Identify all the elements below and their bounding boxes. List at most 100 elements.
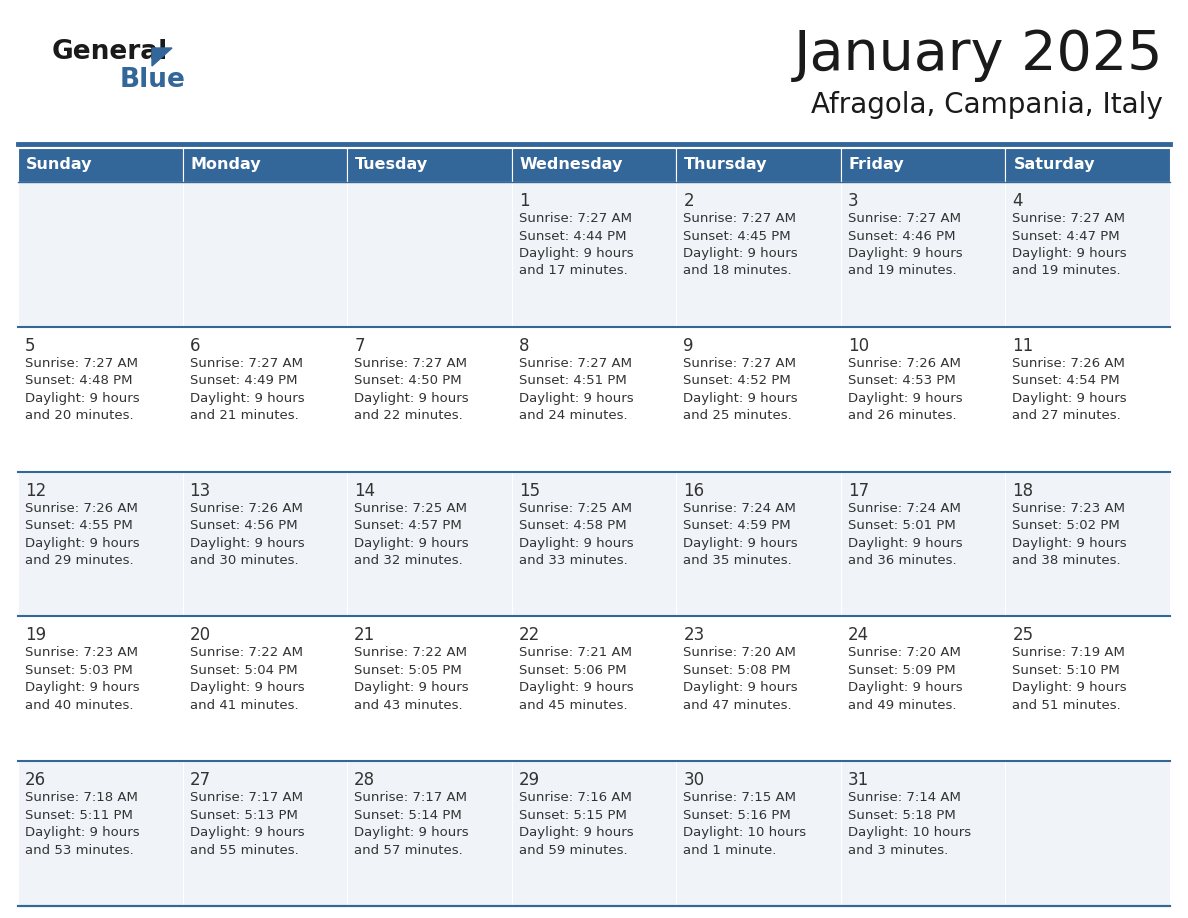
Text: Sunset: 5:14 PM: Sunset: 5:14 PM <box>354 809 462 822</box>
Text: Daylight: 9 hours: Daylight: 9 hours <box>848 392 962 405</box>
Text: Daylight: 9 hours: Daylight: 9 hours <box>1012 681 1127 694</box>
Text: Sunset: 5:11 PM: Sunset: 5:11 PM <box>25 809 133 822</box>
Bar <box>183 472 347 616</box>
Text: Daylight: 9 hours: Daylight: 9 hours <box>354 537 469 550</box>
Text: 5: 5 <box>25 337 36 354</box>
Bar <box>512 327 676 472</box>
Text: Sunset: 5:10 PM: Sunset: 5:10 PM <box>1012 664 1120 677</box>
Text: 17: 17 <box>848 482 868 499</box>
Text: Sunrise: 7:15 AM: Sunrise: 7:15 AM <box>683 791 796 804</box>
Text: Sunrise: 7:20 AM: Sunrise: 7:20 AM <box>683 646 796 659</box>
Bar <box>18 327 183 472</box>
Text: Afragola, Campania, Italy: Afragola, Campania, Italy <box>811 91 1163 119</box>
Text: and 45 minutes.: and 45 minutes. <box>519 699 627 711</box>
Text: Sunset: 4:48 PM: Sunset: 4:48 PM <box>25 375 133 387</box>
Text: Sunrise: 7:18 AM: Sunrise: 7:18 AM <box>25 791 138 804</box>
Bar <box>841 761 1005 906</box>
Text: Sunset: 4:50 PM: Sunset: 4:50 PM <box>354 375 462 387</box>
Text: Sunrise: 7:25 AM: Sunrise: 7:25 AM <box>354 501 467 515</box>
Text: and 17 minutes.: and 17 minutes. <box>519 264 627 277</box>
Text: Daylight: 9 hours: Daylight: 9 hours <box>190 537 304 550</box>
Text: Daylight: 9 hours: Daylight: 9 hours <box>1012 537 1127 550</box>
Text: and 25 minutes.: and 25 minutes. <box>683 409 792 422</box>
Text: and 1 minute.: and 1 minute. <box>683 844 777 856</box>
Text: 1: 1 <box>519 192 530 210</box>
Bar <box>841 327 1005 472</box>
Text: Sunset: 5:13 PM: Sunset: 5:13 PM <box>190 809 297 822</box>
Bar <box>183 327 347 472</box>
Text: Sunset: 5:08 PM: Sunset: 5:08 PM <box>683 664 791 677</box>
Bar <box>1005 616 1170 761</box>
Text: Sunrise: 7:26 AM: Sunrise: 7:26 AM <box>25 501 138 515</box>
Bar <box>512 182 676 327</box>
Text: Daylight: 9 hours: Daylight: 9 hours <box>848 681 962 694</box>
Text: and 20 minutes.: and 20 minutes. <box>25 409 133 422</box>
Text: Sunset: 5:04 PM: Sunset: 5:04 PM <box>190 664 297 677</box>
Text: Daylight: 9 hours: Daylight: 9 hours <box>1012 392 1127 405</box>
Text: and 22 minutes.: and 22 minutes. <box>354 409 463 422</box>
Text: Sunrise: 7:27 AM: Sunrise: 7:27 AM <box>848 212 961 225</box>
Text: Sunset: 5:03 PM: Sunset: 5:03 PM <box>25 664 133 677</box>
Bar <box>512 761 676 906</box>
Bar <box>841 182 1005 327</box>
Text: Daylight: 9 hours: Daylight: 9 hours <box>683 537 798 550</box>
Text: Daylight: 9 hours: Daylight: 9 hours <box>190 392 304 405</box>
Text: and 55 minutes.: and 55 minutes. <box>190 844 298 856</box>
Text: Sunrise: 7:22 AM: Sunrise: 7:22 AM <box>354 646 467 659</box>
Text: Saturday: Saturday <box>1013 158 1095 173</box>
Text: Sunset: 4:52 PM: Sunset: 4:52 PM <box>683 375 791 387</box>
Text: and 19 minutes.: and 19 minutes. <box>848 264 956 277</box>
Text: 18: 18 <box>1012 482 1034 499</box>
Text: Sunset: 4:51 PM: Sunset: 4:51 PM <box>519 375 626 387</box>
Text: Tuesday: Tuesday <box>355 158 428 173</box>
Text: Sunset: 4:46 PM: Sunset: 4:46 PM <box>848 230 955 242</box>
Text: 19: 19 <box>25 626 46 644</box>
Text: 15: 15 <box>519 482 539 499</box>
Text: and 19 minutes.: and 19 minutes. <box>1012 264 1121 277</box>
Text: and 41 minutes.: and 41 minutes. <box>190 699 298 711</box>
Text: Daylight: 9 hours: Daylight: 9 hours <box>848 537 962 550</box>
Text: General: General <box>52 39 169 65</box>
Text: and 47 minutes.: and 47 minutes. <box>683 699 792 711</box>
Text: Daylight: 9 hours: Daylight: 9 hours <box>25 537 140 550</box>
Text: Sunset: 4:54 PM: Sunset: 4:54 PM <box>1012 375 1120 387</box>
Text: Sunrise: 7:17 AM: Sunrise: 7:17 AM <box>354 791 467 804</box>
Text: Daylight: 9 hours: Daylight: 9 hours <box>683 392 798 405</box>
Polygon shape <box>152 48 172 66</box>
Text: Sunset: 4:45 PM: Sunset: 4:45 PM <box>683 230 791 242</box>
Text: Daylight: 9 hours: Daylight: 9 hours <box>354 392 469 405</box>
Text: Daylight: 9 hours: Daylight: 9 hours <box>848 247 962 260</box>
Text: 26: 26 <box>25 771 46 789</box>
Text: January 2025: January 2025 <box>794 28 1163 82</box>
Bar <box>676 182 841 327</box>
Text: 27: 27 <box>190 771 210 789</box>
Text: and 27 minutes.: and 27 minutes. <box>1012 409 1121 422</box>
Text: and 38 minutes.: and 38 minutes. <box>1012 554 1121 567</box>
Text: Sunset: 4:44 PM: Sunset: 4:44 PM <box>519 230 626 242</box>
Text: Daylight: 9 hours: Daylight: 9 hours <box>25 826 140 839</box>
Text: Sunset: 4:49 PM: Sunset: 4:49 PM <box>190 375 297 387</box>
Bar <box>1005 182 1170 327</box>
Bar <box>183 148 347 182</box>
Bar <box>841 148 1005 182</box>
Text: Sunset: 5:09 PM: Sunset: 5:09 PM <box>848 664 955 677</box>
Bar <box>18 472 183 616</box>
Bar <box>18 148 183 182</box>
Bar <box>183 761 347 906</box>
Text: and 51 minutes.: and 51 minutes. <box>1012 699 1121 711</box>
Text: 13: 13 <box>190 482 210 499</box>
Text: Sunrise: 7:27 AM: Sunrise: 7:27 AM <box>683 357 796 370</box>
Text: Sunrise: 7:23 AM: Sunrise: 7:23 AM <box>1012 501 1125 515</box>
Text: Sunrise: 7:27 AM: Sunrise: 7:27 AM <box>1012 212 1125 225</box>
Text: and 53 minutes.: and 53 minutes. <box>25 844 134 856</box>
Bar <box>676 327 841 472</box>
Text: 22: 22 <box>519 626 541 644</box>
Text: Daylight: 9 hours: Daylight: 9 hours <box>519 247 633 260</box>
Bar <box>18 182 183 327</box>
Text: Sunrise: 7:27 AM: Sunrise: 7:27 AM <box>354 357 467 370</box>
Text: and 59 minutes.: and 59 minutes. <box>519 844 627 856</box>
Bar <box>183 182 347 327</box>
Text: Friday: Friday <box>849 158 904 173</box>
Text: Daylight: 9 hours: Daylight: 9 hours <box>519 681 633 694</box>
Text: Daylight: 9 hours: Daylight: 9 hours <box>190 826 304 839</box>
